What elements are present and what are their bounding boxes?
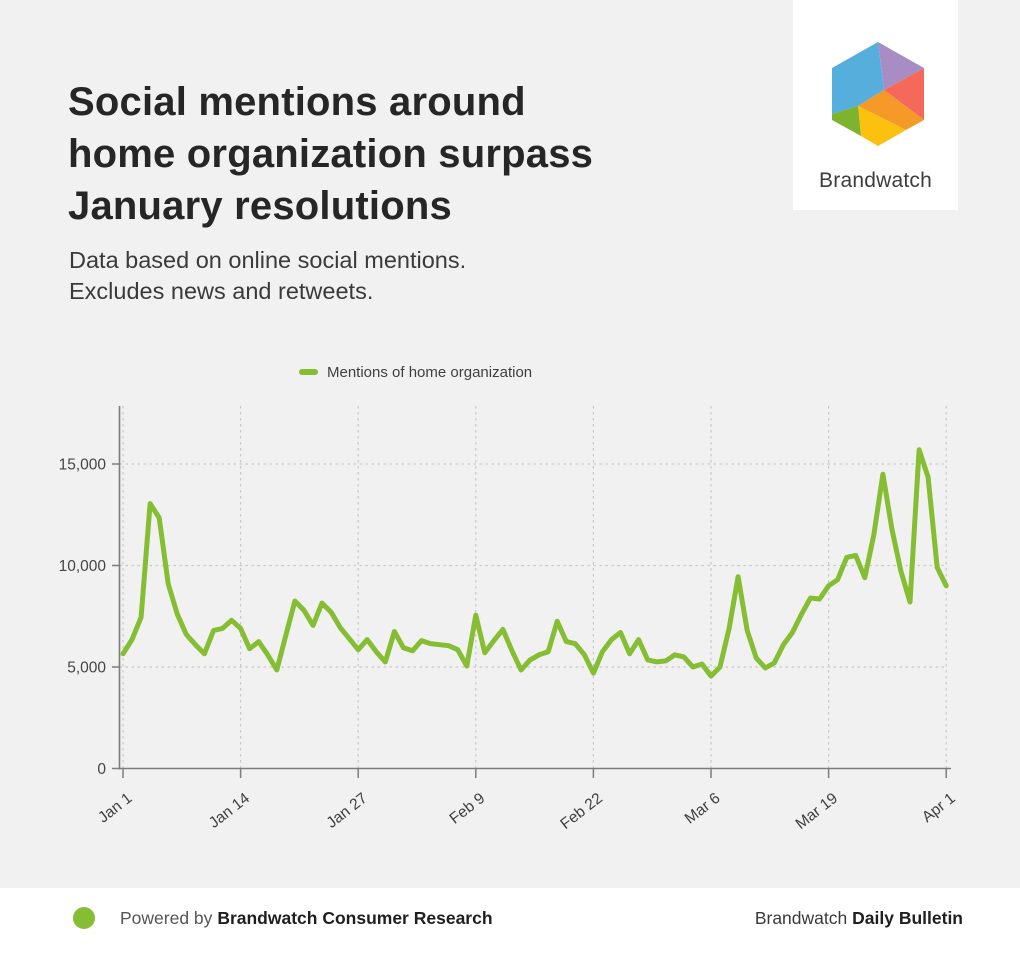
brandwatch-logo-card: Brandwatch <box>793 0 958 210</box>
x-tick-label: Mar 6 <box>682 790 724 828</box>
page-subtitle: Data based on online social mentions. Ex… <box>69 247 467 304</box>
brandwatch-logo-icon <box>832 42 924 146</box>
x-tick-label: Apr 1 <box>919 790 959 826</box>
footer-right-bold: Daily Bulletin <box>852 907 963 928</box>
brandwatch-logo-text: Brandwatch <box>819 169 932 192</box>
x-tick-label: Mar 19 <box>793 790 841 833</box>
footer-right-text: Brandwatch Daily Bulletin <box>755 888 963 948</box>
x-tick-label: Feb 22 <box>557 790 606 833</box>
x-tick-label: Jan 1 <box>95 790 135 827</box>
chart-legend: Mentions of home organization <box>299 362 532 382</box>
footer-bar: Powered by Brandwatch Consumer Research … <box>0 888 1020 955</box>
x-tick-label: Jan 14 <box>206 790 253 832</box>
x-tick-label: Jan 27 <box>324 790 371 832</box>
y-tick-label: 0 <box>97 761 106 778</box>
y-tick-label: 15,000 <box>59 457 107 474</box>
powered-by-dot-icon <box>73 907 95 929</box>
legend-line-swatch <box>299 369 318 375</box>
legend-label: Mentions of home organization <box>327 363 533 381</box>
y-tick-label: 5,000 <box>67 660 106 677</box>
mentions-line-chart: 0 5,000 10,000 15,000 Jan 1 Jan 14 Jan 27 Feb 9… <box>59 406 959 833</box>
powered-by-text: Powered by Brandwatch Consumer Research <box>120 888 493 948</box>
mentions-series-line <box>120 447 949 679</box>
page-title: Social mentions around home organization… <box>68 80 594 228</box>
powered-by-prefix: Powered by <box>120 907 213 928</box>
x-tick-label: Feb 9 <box>447 790 489 828</box>
powered-by-brand: Brandwatch Consumer Research <box>217 907 493 928</box>
footer-right-prefix: Brandwatch <box>754 907 848 928</box>
y-tick-label: 10,000 <box>59 558 107 575</box>
